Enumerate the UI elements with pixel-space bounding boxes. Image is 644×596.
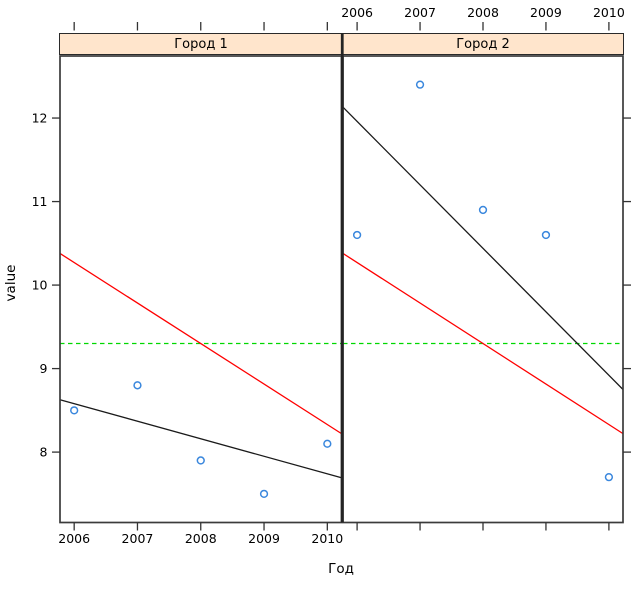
x-axis-tick-label-top: 2006	[341, 5, 373, 20]
y-axis-tick-label: 9	[40, 361, 48, 376]
x-axis-title: Год	[328, 561, 354, 577]
x-axis-tick-label-top: 2007	[404, 5, 436, 20]
panel-strip-city1-label: Город 1	[174, 36, 228, 52]
x-axis-tick-label-bottom: 2006	[58, 531, 90, 546]
data-point	[133, 381, 142, 390]
panel-regression-line	[59, 399, 342, 479]
y-axis-tick-label: 8	[40, 444, 48, 459]
data-point	[70, 406, 79, 415]
data-point	[541, 230, 551, 240]
data-point	[478, 205, 488, 215]
global-regression-line	[342, 252, 624, 435]
y-axis-tick-label: 12	[32, 110, 48, 125]
data-point	[196, 456, 205, 465]
x-axis-tick-label-bottom: 2009	[248, 531, 280, 546]
global-regression-line	[59, 252, 342, 435]
panel-strip-city2-label: Город 2	[456, 36, 510, 52]
y-axis-tick-label: 10	[32, 277, 48, 292]
x-axis-tick-label-bottom: 2007	[122, 531, 154, 546]
data-point	[259, 489, 269, 499]
data-point	[415, 80, 425, 89]
x-axis-tick-label-bottom: 2008	[185, 531, 217, 546]
x-axis-tick-label-top: 2010	[593, 5, 625, 20]
data-point	[352, 230, 362, 240]
data-point	[323, 439, 332, 448]
panel-box	[59, 55, 343, 524]
x-axis-tick-label-top: 2009	[530, 5, 562, 20]
y-axis-tick-label: 11	[32, 194, 48, 209]
x-axis-tick-label-top: 2008	[467, 5, 499, 20]
panel-strip-city2: Город 2	[342, 33, 624, 55]
panel-box	[342, 55, 624, 524]
data-point	[604, 473, 614, 482]
panel-strip-city1: Город 1	[59, 33, 343, 55]
panel-regression-line	[342, 106, 624, 390]
x-axis-tick-label-bottom: 2010	[311, 531, 343, 546]
